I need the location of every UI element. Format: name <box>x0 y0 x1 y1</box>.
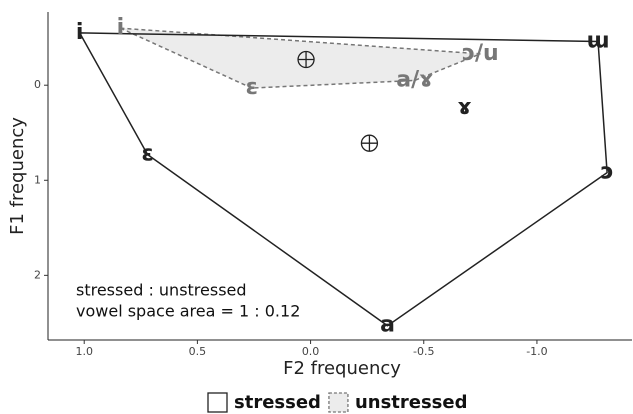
vowel-label: ɔ <box>601 160 614 185</box>
vowel-polygon <box>120 27 481 89</box>
vowel-label: ɛ <box>246 75 258 100</box>
vowel-label: ɛ <box>141 142 153 167</box>
y-axis-title: F1 frequency <box>7 117 28 235</box>
vowel-label: i <box>117 15 125 40</box>
x-tick-label: -1.0 <box>526 345 547 358</box>
vowel-label: ɤ <box>458 95 472 120</box>
legend-swatch <box>207 392 228 413</box>
x-tick-label: 0.0 <box>302 345 320 358</box>
vowel-polygon <box>78 32 608 327</box>
x-axis-title: F2 frequency <box>283 358 401 379</box>
y-tick-label: 2 <box>34 268 41 281</box>
x-tick-label: -0.5 <box>413 345 434 358</box>
legend-swatch <box>328 392 349 413</box>
vowel-label: a <box>380 313 395 338</box>
vowel-label: i <box>76 20 84 45</box>
y-tick-label: 0 <box>34 78 41 91</box>
annotation: stressed : unstressed <box>76 281 247 300</box>
legend-label: unstressed <box>355 392 468 413</box>
vowel-label: ɔ/u <box>462 41 499 66</box>
vowel-label: a/ɤ <box>396 67 433 92</box>
y-tick-label: 1 <box>34 173 41 186</box>
centroid <box>297 50 315 69</box>
x-tick-label: 0.5 <box>189 345 207 358</box>
centroid <box>360 134 379 152</box>
x-tick-label: 1.0 <box>75 345 93 358</box>
annotation: vowel space area = 1 : 0.12 <box>76 302 300 321</box>
vowel-label: ɯ <box>587 28 610 53</box>
legend-label: stressed <box>234 392 321 413</box>
